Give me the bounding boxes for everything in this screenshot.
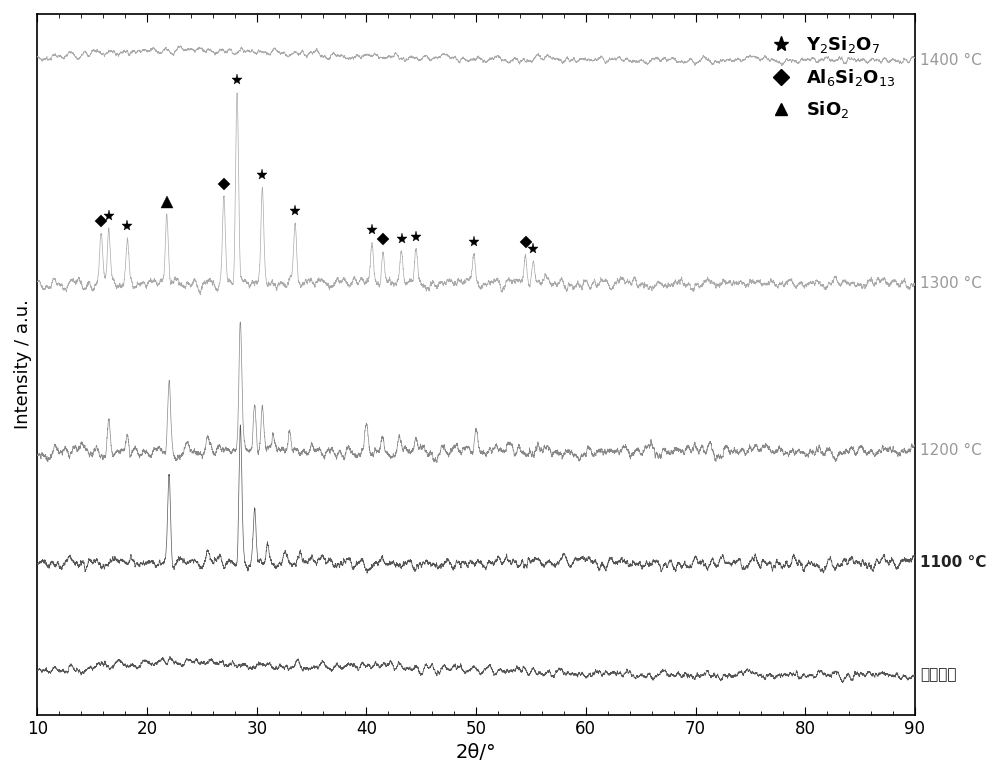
Text: 1200 °C: 1200 °C: [920, 443, 982, 459]
Text: 1300 °C: 1300 °C: [920, 275, 982, 291]
Text: 1400 °C: 1400 °C: [920, 54, 982, 68]
Text: 未热处理: 未热处理: [920, 667, 957, 681]
Legend: Y$_2$Si$_2$O$_7$, Al$_6$Si$_2$O$_{13}$, SiO$_2$: Y$_2$Si$_2$O$_7$, Al$_6$Si$_2$O$_{13}$, …: [757, 27, 902, 127]
X-axis label: 2θ/°: 2θ/°: [456, 743, 497, 762]
Y-axis label: Intensity / a.u.: Intensity / a.u.: [14, 300, 32, 429]
Text: 1100 °C: 1100 °C: [920, 556, 987, 570]
